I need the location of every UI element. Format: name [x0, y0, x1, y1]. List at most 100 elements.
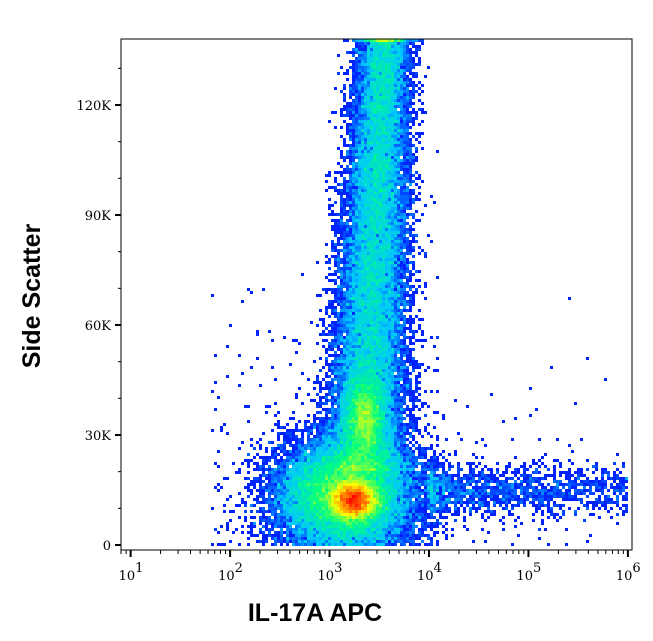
density-bin — [394, 63, 397, 66]
density-bin — [364, 192, 367, 195]
density-bin — [364, 195, 367, 198]
density-bin — [337, 213, 340, 216]
density-bin — [370, 198, 373, 201]
density-bin — [409, 243, 412, 246]
density-bin — [424, 468, 427, 471]
density-bin — [274, 378, 277, 381]
density-bin — [373, 177, 376, 180]
density-bin — [352, 120, 355, 123]
density-bin — [409, 486, 412, 489]
density-bin — [361, 177, 364, 180]
density-bin — [409, 423, 412, 426]
density-bin — [370, 237, 373, 240]
density-bin — [247, 459, 250, 462]
density-bin — [328, 462, 331, 465]
density-bin — [619, 471, 622, 474]
density-bin — [346, 465, 349, 468]
density-bin — [223, 423, 226, 426]
density-bin — [379, 240, 382, 243]
density-bin — [394, 405, 397, 408]
density-bin — [340, 276, 343, 279]
density-bin — [361, 90, 364, 93]
density-bin — [526, 474, 529, 477]
density-bin — [388, 282, 391, 285]
density-bin — [412, 267, 415, 270]
density-bin — [586, 480, 589, 483]
density-bin — [337, 291, 340, 294]
density-bin — [385, 165, 388, 168]
density-bin — [325, 420, 328, 423]
density-bin — [349, 198, 352, 201]
density-bin — [355, 312, 358, 315]
density-bin — [343, 273, 346, 276]
density-bin — [343, 168, 346, 171]
density-bin — [490, 480, 493, 483]
density-bin — [451, 486, 454, 489]
density-bin — [412, 51, 415, 54]
density-bin — [424, 369, 427, 372]
density-bin — [325, 393, 328, 396]
density-bin — [355, 297, 358, 300]
density-bin — [325, 474, 328, 477]
density-bin — [358, 159, 361, 162]
density-bin — [364, 330, 367, 333]
density-bin — [355, 462, 358, 465]
density-bin — [349, 477, 352, 480]
density-bin — [331, 471, 334, 474]
density-bin — [244, 486, 247, 489]
density-bin — [358, 453, 361, 456]
density-bin — [379, 99, 382, 102]
density-bin — [535, 471, 538, 474]
density-bin — [415, 456, 418, 459]
density-bin — [259, 456, 262, 459]
density-bin — [535, 480, 538, 483]
density-bin — [226, 477, 229, 480]
density-bin — [319, 402, 322, 405]
density-bin — [322, 402, 325, 405]
density-bin — [343, 423, 346, 426]
density-bin — [268, 468, 271, 471]
density-bin — [436, 462, 439, 465]
density-bin — [409, 72, 412, 75]
density-bin — [361, 39, 364, 42]
density-bin — [364, 42, 367, 45]
density-bin — [373, 96, 376, 99]
density-bin — [352, 402, 355, 405]
density-bin — [295, 462, 298, 465]
density-bin — [418, 324, 421, 327]
density-bin — [394, 132, 397, 135]
density-bin — [394, 252, 397, 255]
density-bin — [373, 375, 376, 378]
density-bin — [316, 381, 319, 384]
density-bin — [427, 459, 430, 462]
density-bin — [340, 354, 343, 357]
density-bin — [379, 180, 382, 183]
density-bin — [430, 480, 433, 483]
density-bin — [409, 168, 412, 171]
density-bin — [340, 330, 343, 333]
density-bin — [379, 75, 382, 78]
density-bin — [406, 405, 409, 408]
density-bin — [406, 360, 409, 363]
density-bin — [364, 468, 367, 471]
density-bin — [421, 453, 424, 456]
density-bin — [388, 411, 391, 414]
density-bin — [472, 486, 475, 489]
density-bin — [433, 477, 436, 480]
density-bin — [349, 213, 352, 216]
density-bin — [406, 66, 409, 69]
density-bin — [391, 303, 394, 306]
density-bin — [316, 405, 319, 408]
density-bin — [595, 480, 598, 483]
density-bin — [373, 483, 376, 486]
density-bin — [361, 93, 364, 96]
density-bin — [352, 204, 355, 207]
density-bin — [460, 480, 463, 483]
density-bin — [310, 432, 313, 435]
density-bin — [385, 75, 388, 78]
density-bin — [280, 447, 283, 450]
density-bin — [364, 150, 367, 153]
density-bin — [382, 369, 385, 372]
density-bin — [340, 480, 343, 483]
density-bin — [340, 198, 343, 201]
